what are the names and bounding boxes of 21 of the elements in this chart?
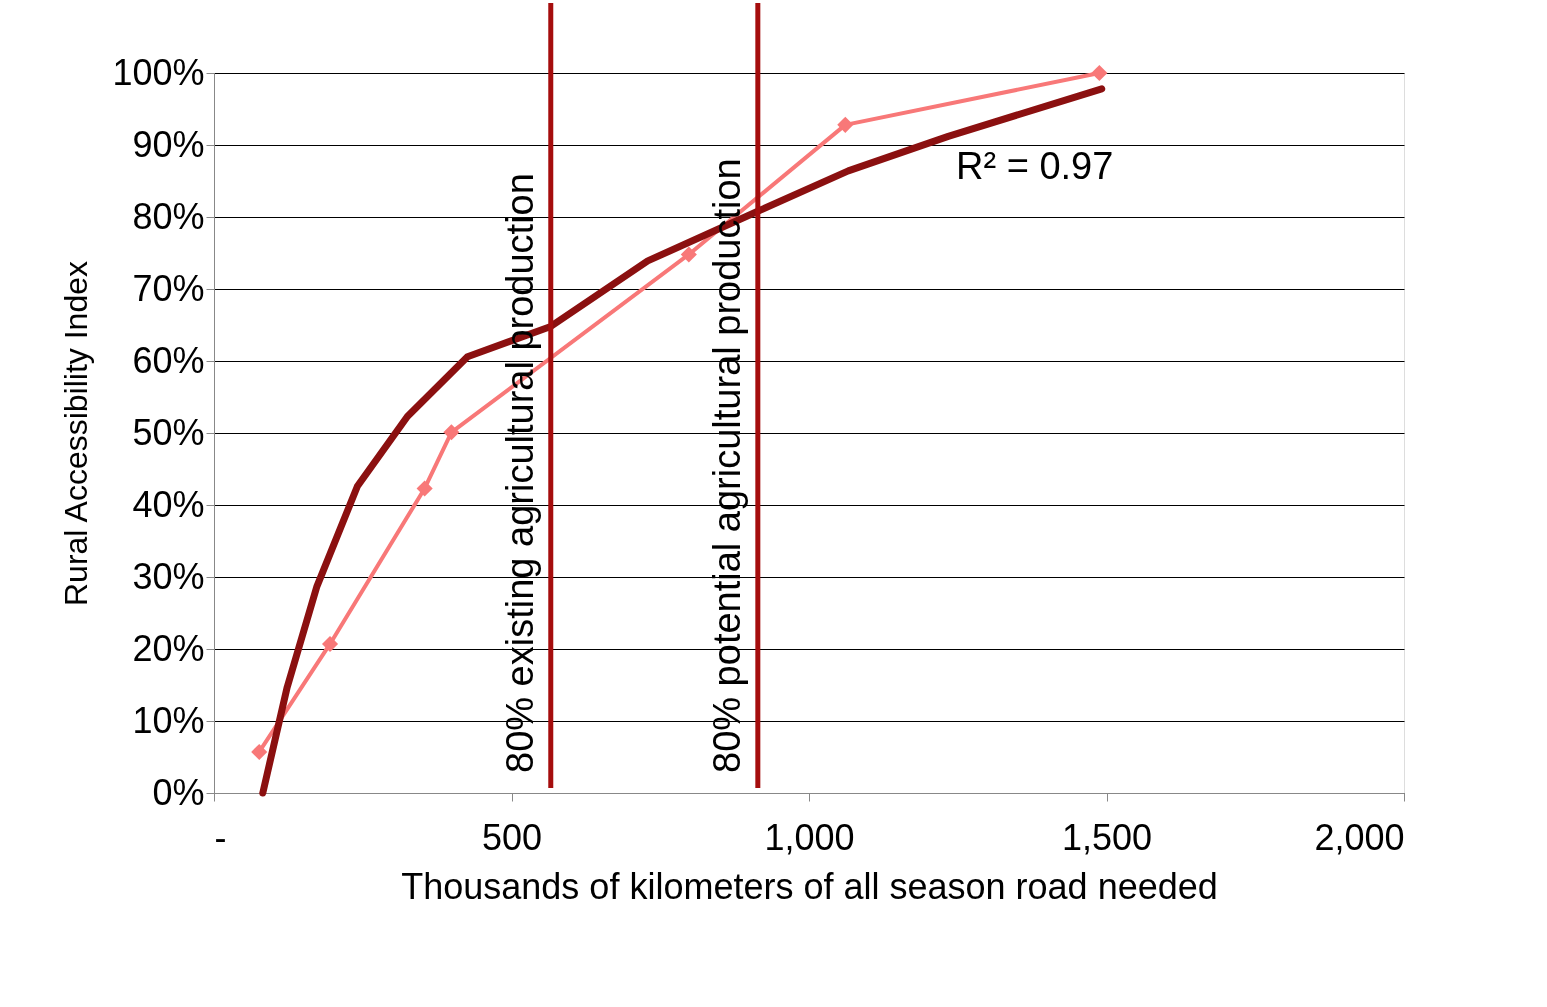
y-tick-label: 30% [132, 555, 205, 597]
y-tick-label: 40% [132, 483, 205, 525]
annotation: R² = 0.97 [956, 145, 1114, 187]
x-axis-title: Thousands of kilometers of all season road needed [401, 865, 1218, 907]
ref-line-label: 80% existing agricultural production [498, 173, 541, 773]
y-tick-label: 90% [132, 123, 205, 165]
y-tick-label: 70% [132, 267, 205, 309]
y-tick-label: 100% [112, 51, 205, 93]
y-tick-label: 80% [132, 195, 205, 237]
ref-line-label: 80% potential agricultural production [705, 158, 748, 773]
y-tick-label: 10% [132, 699, 205, 741]
x-tick-label: 2,000 [1314, 816, 1405, 858]
x-tick-label: 1,000 [764, 816, 855, 858]
y-tick-label: 60% [132, 339, 205, 381]
y-tick-label: 50% [132, 411, 205, 453]
x-tick-label: 1,500 [1061, 816, 1153, 858]
y-tick-label: 0% [152, 771, 205, 813]
x-tick-label: - [214, 816, 227, 858]
x-tick-label: 500 [481, 816, 543, 858]
y-axis-title: Rural Accessibility Index [58, 260, 95, 607]
y-tick-label: 20% [132, 627, 205, 669]
